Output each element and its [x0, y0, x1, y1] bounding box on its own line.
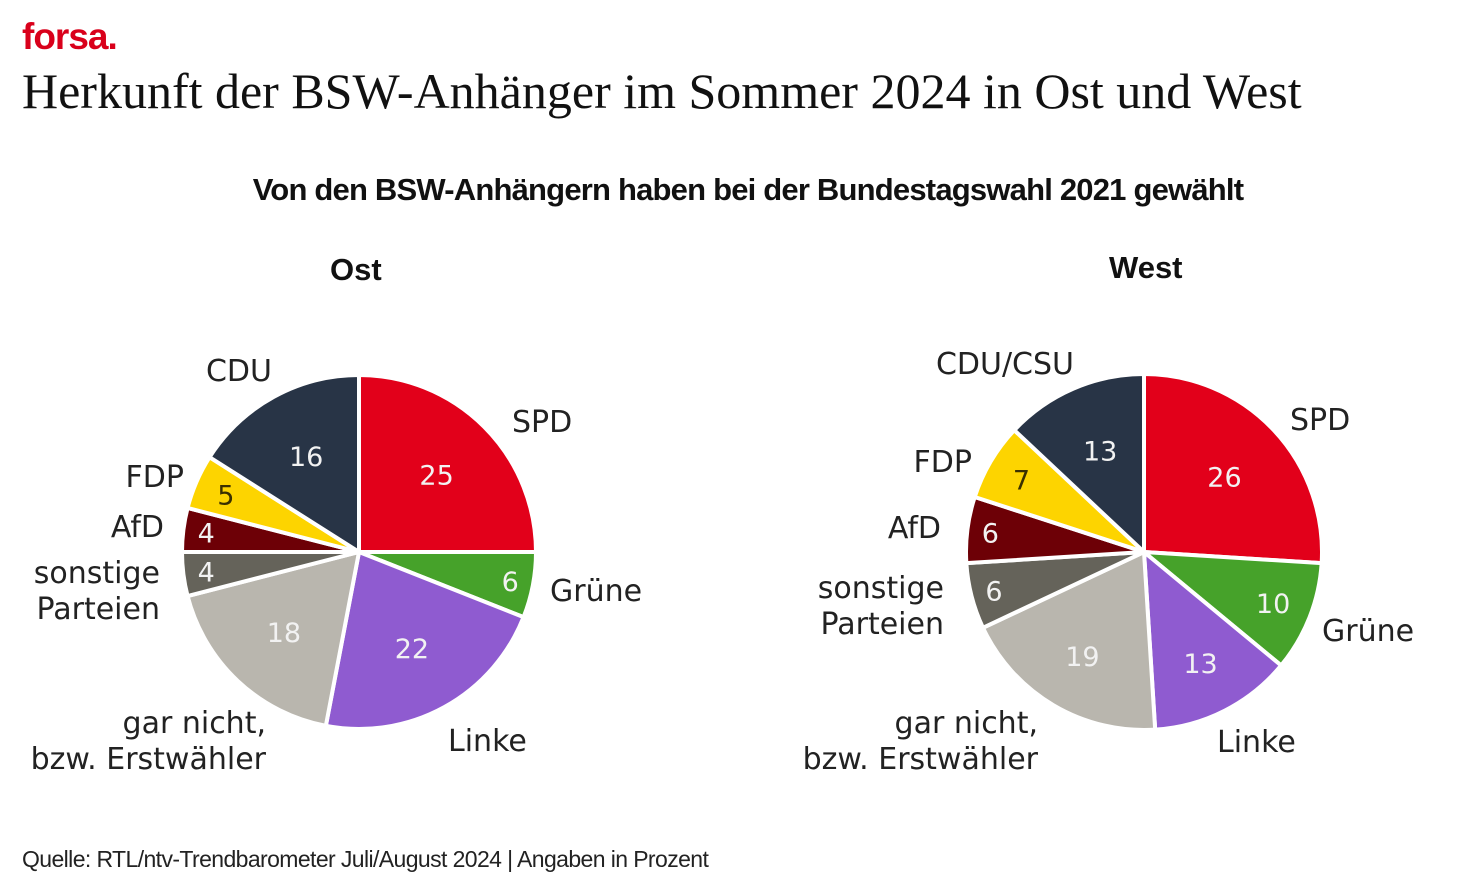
pie-slice-west-linke [1142, 550, 1284, 732]
pie-label-ost-linke: Linke [448, 724, 527, 759]
pie-label-ost-sonstige-parteien: sonstige Parteien [34, 556, 160, 627]
pie-value-west-gar-nicht-bzw.-erstwaehler: 19 [1065, 642, 1099, 673]
pie-value-ost-cdu: 16 [289, 442, 323, 473]
pie-slice-west-cdu-csu [1012, 372, 1146, 554]
pie-label-west-afd: AfD [888, 511, 941, 546]
pie-value-ost-gruene: 6 [502, 567, 519, 598]
pie-value-west-sonstige-parteien: 6 [985, 577, 1002, 608]
pie-west: 26 SPD 10 Grüne 13 Linke 19 gar nicht, bzw. Erst… [803, 347, 1414, 777]
pie-label-west-cdu-csu: CDU/CSU [936, 347, 1074, 382]
pie-value-ost-spd: 25 [419, 460, 453, 491]
pie-label-west-sonstige-parteien: sonstige Parteien [818, 571, 944, 642]
pie-value-ost-fdp: 5 [217, 480, 234, 511]
pie-label-ost-afd: AfD [111, 510, 164, 545]
pie-title-west: West [1109, 250, 1183, 285]
pie-slice-ost-linke [323, 550, 526, 731]
pie-slice-west-gruene [1142, 550, 1324, 668]
pie-value-ost-gar-nicht-bzw.-erstwaehler: 18 [267, 618, 301, 649]
brand-logo-text: forsa. [22, 16, 118, 57]
pie-slice-ost-cdu [207, 373, 361, 554]
pie-value-west-spd: 26 [1207, 462, 1241, 493]
pie-label-west-spd: SPD [1290, 403, 1350, 438]
pie-label-ost-cdu: CDU [206, 354, 272, 389]
pie-value-west-fdp: 7 [1013, 466, 1030, 497]
pie-title-ost: Ost [330, 252, 382, 287]
pie-value-west-linke: 13 [1183, 649, 1217, 680]
pie-value-ost-sonstige-parteien: 4 [198, 557, 215, 588]
pie-slice-west-spd [1142, 372, 1324, 566]
pie-label-ost-gar-nicht-bzw.-erstwaehler: gar nicht, bzw. Erstwähler [31, 706, 267, 777]
pie-value-ost-linke: 22 [395, 634, 429, 665]
pie-slice-ost-gar-nicht-bzw.-erstwaehler [185, 550, 361, 728]
pie-label-west-gruene: Grüne [1322, 614, 1414, 649]
page-title: Herkunft der BSW-Anhänger im Sommer 2024… [22, 63, 1302, 119]
pie-label-ost-spd: SPD [512, 405, 572, 440]
pie-slice-ost-spd [357, 373, 538, 554]
pie-label-ost-fdp: FDP [126, 460, 184, 495]
pie-value-west-gruene: 10 [1256, 589, 1290, 620]
chart-subtitle: Von den BSW-Anhängern haben bei der Bund… [252, 172, 1244, 207]
pie-value-west-afd: 6 [982, 519, 999, 550]
pie-value-west-cdu-csu: 13 [1083, 437, 1117, 468]
pie-label-ost-gruene: Grüne [550, 574, 642, 609]
pie-slice-west-gar-nicht-bzw.-erstwaehler [980, 550, 1158, 732]
source-note: Quelle: RTL/ntv-Trendbarometer Juli/Augu… [22, 846, 709, 872]
pie-value-ost-afd: 4 [198, 519, 215, 550]
pie-ost: 25 SPD 6 Grüne 22 Linke 18 gar nicht, bzw. Erstw… [31, 354, 642, 777]
pie-label-west-gar-nicht-bzw.-erstwaehler: gar nicht, bzw. Erstwähler [803, 706, 1039, 777]
pie-label-west-linke: Linke [1217, 725, 1296, 760]
pie-label-west-fdp: FDP [914, 445, 972, 480]
